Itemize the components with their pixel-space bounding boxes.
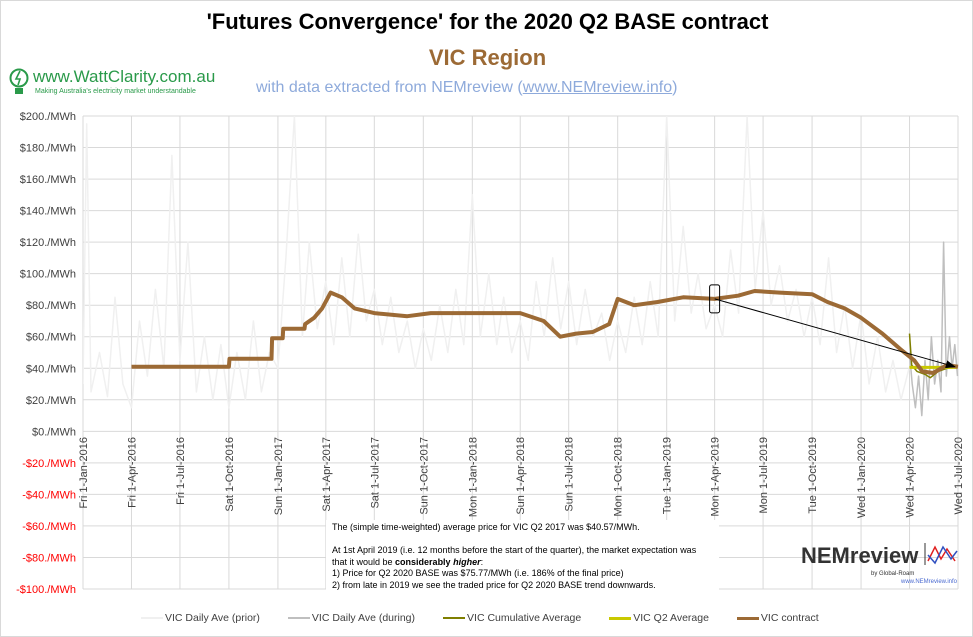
x-tick-label: Sat 1-Oct-2016	[224, 437, 236, 512]
series-line-vic-daily-ave-during-	[908, 241, 959, 417]
legend-swatch	[141, 617, 163, 619]
legend-swatch	[609, 616, 632, 620]
y-tick-label: $60./MWh	[26, 332, 76, 344]
source-line: with data extracted from NEMreview (www.…	[256, 79, 677, 97]
source-prefix: with data extracted from NEMreview (	[256, 79, 523, 96]
x-tick-label: Sat 1-Jul-2017	[369, 437, 381, 509]
note-line-3: 1) Price for Q2 2020 BASE was $75.77/MWh…	[332, 568, 624, 578]
y-tick-label: -$20./MWh	[22, 458, 76, 470]
annotation-arrow	[714, 298, 956, 369]
y-tick-label: $80./MWh	[26, 300, 76, 312]
note-line-2: At 1st April 2019 (i.e. 12 months before…	[332, 545, 697, 567]
y-tick-label: $120./MWh	[20, 237, 76, 249]
y-tick-label: $20./MWh	[26, 395, 76, 407]
legend-label: VIC Daily Ave (prior)	[165, 612, 260, 624]
x-tick-label: Mon 1-Jan-2018	[467, 437, 479, 517]
legend-label: VIC Daily Ave (during)	[311, 612, 416, 624]
legend-label: VIC contract	[760, 612, 819, 624]
nemreview-logo-text: NEMreview	[801, 543, 919, 568]
x-tick-label: Sun 1-Apr-2018	[515, 437, 527, 515]
note-line-1: The (simple time-weighted) average price…	[332, 522, 640, 532]
legend: VIC Daily Ave (prior) VIC Daily Ave (duri…	[141, 612, 819, 624]
legend-item: VIC Q2 Average	[609, 612, 709, 624]
y-tick-label: -$40./MWh	[22, 489, 76, 501]
legend-item: VIC Daily Ave (prior)	[141, 612, 260, 624]
logo-tagline: Making Australia's electricity market un…	[35, 88, 196, 95]
source-link[interactable]: www.NEMreview.info	[522, 79, 673, 96]
y-tick-label: $160./MWh	[20, 174, 76, 186]
nemreview-chart-icon	[924, 543, 958, 565]
x-tick-label: Mon 1-Apr-2019	[710, 437, 722, 517]
legend-swatch	[287, 617, 310, 619]
y-tick-label: $0./MWh	[32, 426, 76, 438]
chart-title: 'Futures Convergence' for the 2020 Q2 BA…	[206, 9, 769, 34]
wattclarity-logo: www.WattClarity.com.au Making Australia'…	[9, 67, 215, 102]
nemreview-url: www.NEMreview.info	[901, 579, 958, 585]
legend-swatch	[736, 616, 759, 620]
chart-subtitle: VIC Region	[428, 45, 547, 70]
x-tick-label: Sun 1-Jan-2017	[273, 437, 285, 515]
x-tick-label: Fri 1-Jul-2016	[175, 437, 187, 505]
x-tick-label: Tue 1-Oct-2019	[807, 437, 819, 514]
x-tick-label: Wed 1-Jan-2020	[856, 437, 868, 518]
x-tick-label: Mon 1-Jul-2019	[758, 437, 770, 513]
x-tick-label: Tue 1-Jan-2019	[662, 437, 674, 514]
x-tick-label: Wed 1-Apr-2020	[905, 437, 917, 518]
y-tick-label: $180./MWh	[20, 143, 76, 155]
legend-item: VIC Daily Ave (during)	[287, 612, 416, 624]
x-tick-label: Sat 1-Apr-2017	[321, 437, 333, 512]
legend-item: VIC Cumulative Average	[443, 612, 581, 624]
legend-label: VIC Cumulative Average	[467, 612, 582, 624]
nemreview-logo: NEMreview by Global-Roam www.NEMreview.i…	[801, 541, 959, 586]
legend-swatch	[443, 617, 466, 619]
x-tick-label: Sun 1-Jul-2018	[564, 437, 576, 512]
x-tick-label: Mon 1-Oct-2018	[613, 437, 625, 516]
logo-text: www.WattClarity.com.au	[33, 67, 216, 86]
x-tick-label: Fri 1-Jan-2016	[78, 437, 90, 509]
y-tick-label: $200./MWh	[20, 111, 76, 123]
nemreview-by: by Global-Roam	[871, 571, 915, 577]
y-tick-label: $100./MWh	[20, 269, 76, 281]
legend-label: VIC Q2 Average	[633, 612, 709, 624]
y-tick-label: $40./MWh	[26, 363, 76, 375]
x-tick-label: Sun 1-Oct-2017	[418, 437, 430, 515]
legend-item: VIC contract	[736, 612, 819, 624]
annotation-marker-box	[709, 284, 721, 314]
series-line-vic-contract	[131, 289, 959, 375]
y-tick-label: -$80./MWh	[22, 552, 76, 564]
x-tick-label: Wed 1-Jul-2020	[953, 437, 965, 514]
series-line-vic-daily-ave-prior-	[83, 116, 910, 409]
x-tick-label: Fri 1-Apr-2016	[126, 437, 138, 508]
annotation-box: The (simple time-weighted) average price…	[326, 520, 719, 593]
y-tick-label: $140./MWh	[20, 206, 76, 218]
lightbulb-icon	[9, 68, 29, 94]
note-line-4: 2) from late in 2019 we see the traded p…	[332, 579, 656, 590]
y-tick-label: -$60./MWh	[22, 521, 76, 533]
source-suffix: )	[672, 79, 678, 96]
y-tick-label: -$100./MWh	[16, 584, 76, 596]
